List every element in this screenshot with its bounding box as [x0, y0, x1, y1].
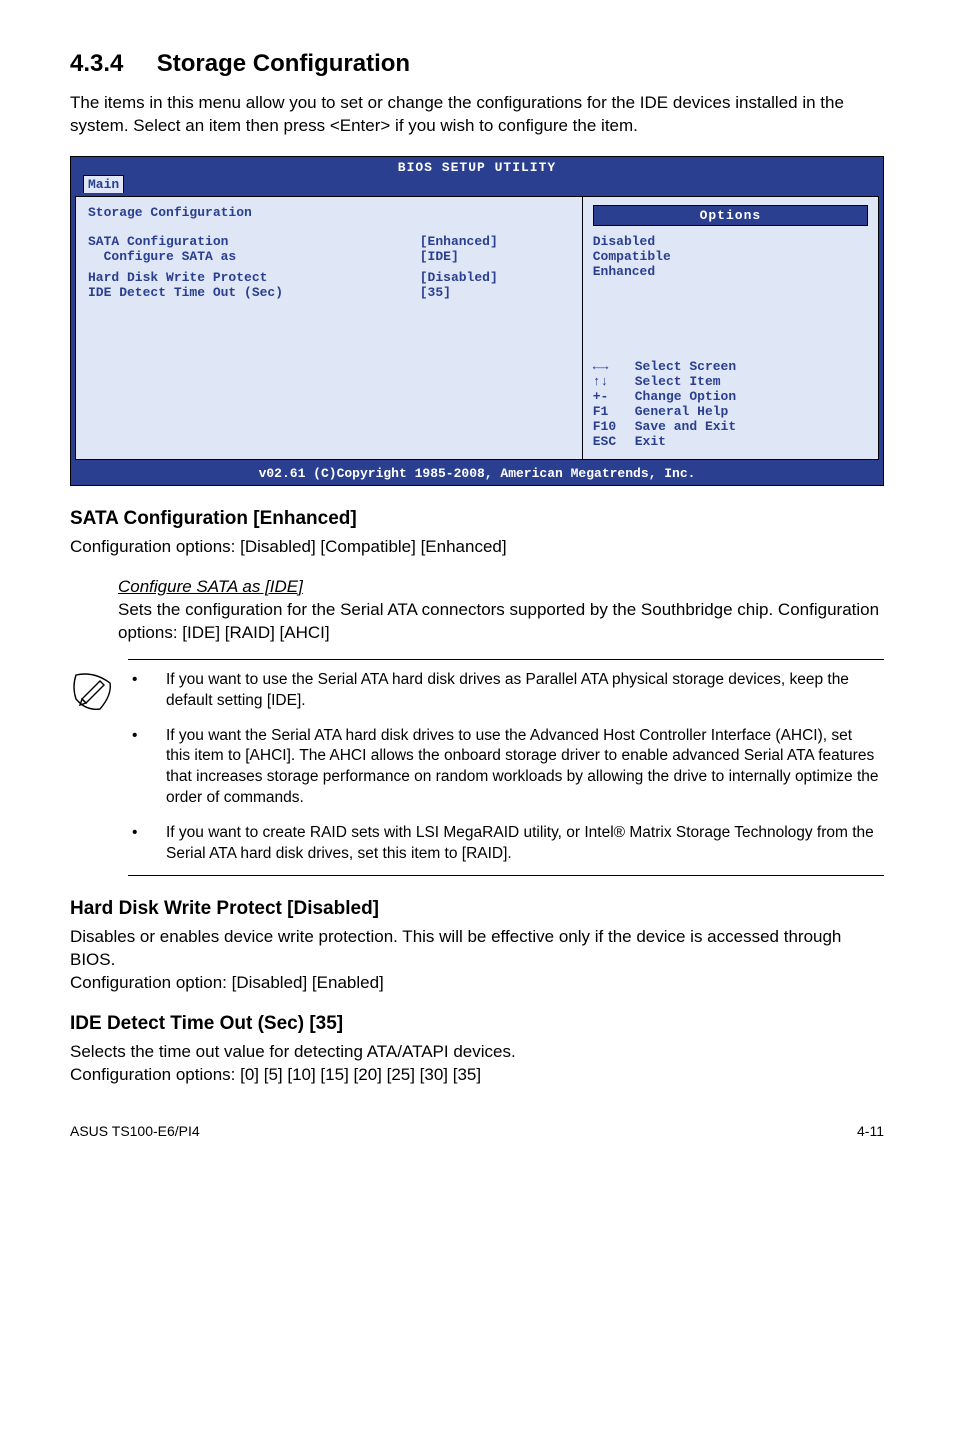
bios-row-value: [35] [420, 285, 570, 300]
section-number: 4.3.4 [70, 50, 123, 77]
ide-detect-text1: Selects the time out value for detecting… [70, 1041, 884, 1064]
bios-nav-key: +- [593, 389, 635, 404]
bios-title-bar: BIOS SETUP UTILITY [71, 157, 883, 175]
bios-row-value: [IDE] [420, 249, 570, 264]
bios-body: Storage Configuration SATA Configuration… [75, 196, 879, 460]
note-item: • If you want the Serial ATA hard disk d… [132, 726, 880, 810]
sata-config-text: Configuration options: [Disabled] [Compa… [70, 536, 884, 559]
bios-option: Enhanced [593, 264, 868, 279]
ide-detect-heading: IDE Detect Time Out (Sec) [35] [70, 1013, 884, 1035]
section-heading: 4.3.4 Storage Configuration [70, 50, 884, 78]
bios-row-label: IDE Detect Time Out (Sec) [88, 285, 420, 300]
bios-row: IDE Detect Time Out (Sec) [35] [88, 285, 570, 300]
bios-nav-key: ←→ [593, 359, 635, 374]
configure-sata-block: Configure SATA as [IDE] Sets the configu… [118, 577, 884, 645]
bios-row: SATA Configuration [Enhanced] [88, 234, 570, 249]
pencil-icon [70, 659, 128, 720]
bios-option: Compatible [593, 249, 868, 264]
note-text: If you want the Serial ATA hard disk dri… [166, 726, 880, 810]
bios-row-label: Configure SATA as [88, 249, 420, 264]
hd-write-text1: Disables or enables device write protect… [70, 926, 884, 972]
bios-row-label: SATA Configuration [88, 234, 420, 249]
bios-option: Disabled [593, 234, 868, 249]
bios-nav-label: Select Item [635, 374, 721, 389]
bullet-icon: • [132, 726, 166, 810]
bios-row-value: [Enhanced] [420, 234, 570, 249]
note-text: If you want to use the Serial ATA hard d… [166, 670, 880, 712]
bios-nav-help: ←→Select Screen ↑↓Select Item +-Change O… [593, 359, 868, 449]
bios-nav-label: Exit [635, 434, 666, 449]
note-item: • If you want to create RAID sets with L… [132, 823, 880, 865]
hd-write-heading: Hard Disk Write Protect [Disabled] [70, 898, 884, 920]
bios-left-panel: Storage Configuration SATA Configuration… [76, 197, 583, 459]
bios-screenshot: BIOS SETUP UTILITY Main Storage Configur… [70, 156, 884, 486]
section-intro: The items in this menu allow you to set … [70, 92, 884, 138]
page-footer: ASUS TS100-E6/PI4 4-11 [70, 1123, 884, 1139]
configure-sata-text: Sets the configuration for the Serial AT… [118, 599, 884, 645]
footer-right: 4-11 [857, 1123, 884, 1139]
bios-footer: v02.61 (C)Copyright 1985-2008, American … [71, 464, 883, 485]
bios-tabs: Main [71, 175, 883, 196]
note-text: If you want to create RAID sets with LSI… [166, 823, 880, 865]
bios-row: Hard Disk Write Protect [Disabled] [88, 270, 570, 285]
bullet-icon: • [132, 823, 166, 865]
hd-write-text2: Configuration option: [Disabled] [Enable… [70, 972, 884, 995]
footer-left: ASUS TS100-E6/PI4 [70, 1123, 200, 1139]
bullet-icon: • [132, 670, 166, 712]
note-block: • If you want to use the Serial ATA hard… [70, 659, 884, 876]
bios-nav-key: F10 [593, 419, 635, 434]
ide-detect-text2: Configuration options: [0] [5] [10] [15]… [70, 1064, 884, 1087]
bios-right-panel: Options Disabled Compatible Enhanced ←→S… [583, 197, 878, 459]
section-title-text: Storage Configuration [157, 50, 410, 77]
bios-nav-label: Change Option [635, 389, 736, 404]
bios-row-label: Hard Disk Write Protect [88, 270, 420, 285]
bios-options-header: Options [593, 205, 868, 226]
bios-nav-key: F1 [593, 404, 635, 419]
bios-nav-label: General Help [635, 404, 729, 419]
bios-nav-key: ESC [593, 434, 635, 449]
configure-sata-subheading: Configure SATA as [IDE] [118, 577, 884, 597]
note-item: • If you want to use the Serial ATA hard… [132, 670, 880, 712]
bios-panel-heading: Storage Configuration [88, 205, 570, 220]
sata-config-heading: SATA Configuration [Enhanced] [70, 508, 884, 530]
bios-nav-label: Select Screen [635, 359, 736, 374]
bios-tab-main: Main [83, 175, 124, 193]
bios-nav-label: Save and Exit [635, 419, 736, 434]
bios-nav-key: ↑↓ [593, 374, 635, 389]
bios-row-value: [Disabled] [420, 270, 570, 285]
note-content: • If you want to use the Serial ATA hard… [128, 659, 884, 876]
bios-row: Configure SATA as [IDE] [88, 249, 570, 264]
